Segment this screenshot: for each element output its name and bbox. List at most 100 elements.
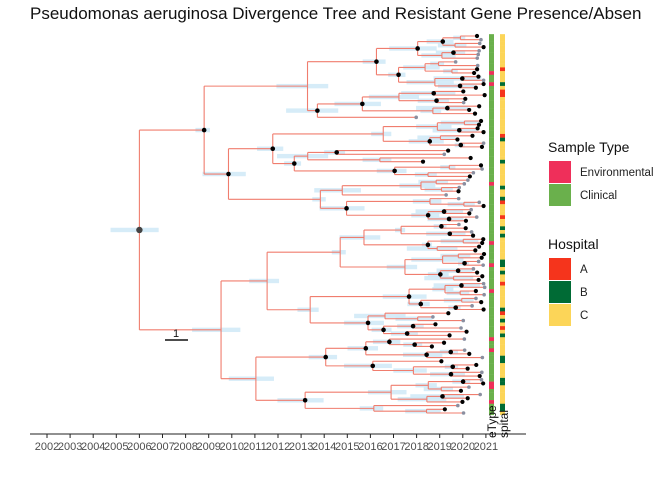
sample-type-cell <box>489 93 494 98</box>
internal-node <box>270 146 276 152</box>
tip-node <box>429 344 434 349</box>
hospital-cell <box>500 274 505 279</box>
tip-node <box>480 274 485 279</box>
tip-node <box>474 215 479 219</box>
tip-node <box>477 200 482 205</box>
sample-type-cell <box>489 200 494 205</box>
hospital-cell <box>500 159 505 164</box>
tip-node <box>461 100 466 105</box>
hospital-cell <box>500 189 505 194</box>
hospital-cell <box>500 119 505 124</box>
sample-type-cell <box>489 185 494 190</box>
tip-node <box>482 285 487 290</box>
hospital-cell <box>500 96 505 101</box>
tip-node <box>475 126 480 131</box>
internal-node <box>404 331 410 336</box>
sample-type-cell <box>489 344 494 349</box>
x-tick-label: 2020 <box>451 441 475 453</box>
internal-node <box>459 283 464 288</box>
hospital-cell <box>500 185 505 190</box>
legend-swatch <box>549 304 571 326</box>
internal-node <box>440 39 446 44</box>
hospital-cell <box>500 222 505 227</box>
sample-type-cell <box>489 318 494 323</box>
sample-type-cell <box>489 122 494 127</box>
tip-node <box>439 359 444 364</box>
internal-node <box>302 397 308 403</box>
sample-type-cell <box>489 307 494 312</box>
hospital-cell <box>500 226 505 231</box>
tip-node <box>470 233 476 238</box>
hospital-cell <box>500 141 505 146</box>
tip-node <box>479 37 483 42</box>
internal-node <box>448 349 454 355</box>
hospital-cell <box>500 45 505 50</box>
sample-type-cell <box>489 145 494 149</box>
internal-node <box>201 127 207 133</box>
tip-node <box>456 189 461 194</box>
sample-type-cell <box>489 211 494 216</box>
sample-type-cell <box>489 196 494 201</box>
sample-type-cell <box>489 385 494 390</box>
x-tick-label: 2003 <box>58 441 82 453</box>
legend-label: Clinical <box>580 190 617 202</box>
node-layer <box>136 33 487 415</box>
tip-node <box>479 377 484 382</box>
tip-node <box>482 292 486 297</box>
hospital-cell <box>500 89 505 94</box>
internal-node <box>344 206 349 211</box>
internal-node <box>453 305 459 310</box>
root-node <box>136 226 143 234</box>
tip-node <box>461 89 466 94</box>
sample-type-cell <box>489 85 494 90</box>
hospital-cell <box>500 411 505 416</box>
tip-node <box>475 67 480 72</box>
x-tick-label: 2014 <box>312 441 336 453</box>
hospital-cell <box>500 122 505 127</box>
tip-node <box>481 251 487 257</box>
sample-type-cell <box>489 63 494 68</box>
tip-node <box>469 230 474 234</box>
hospital-cell <box>500 400 505 404</box>
internal-node <box>315 108 320 113</box>
hospital-cell <box>500 396 505 401</box>
hospital-cell <box>500 230 505 234</box>
sample-type-cell <box>489 133 494 138</box>
tip-node <box>470 304 474 308</box>
tip-node <box>464 329 469 334</box>
hospital-cell <box>500 104 505 109</box>
hospital-cell <box>500 363 505 367</box>
sample-type-cell <box>489 377 494 382</box>
sample-type-cell <box>489 167 494 172</box>
tip-node <box>441 340 447 345</box>
internal-node <box>412 342 417 347</box>
hospital-cell <box>500 270 505 275</box>
tip-node <box>476 74 481 79</box>
scale-bar: 1 <box>165 328 188 341</box>
hospital-cell <box>500 196 505 201</box>
hospital-cell <box>500 392 505 397</box>
sample-type-cell <box>489 392 494 397</box>
hospital-cell <box>500 215 505 220</box>
tip-node <box>481 381 486 386</box>
tip-node <box>463 226 468 231</box>
hospital-cell <box>500 63 505 68</box>
legend-swatch <box>549 184 571 206</box>
tip-node <box>456 196 461 201</box>
tip-node <box>480 355 485 360</box>
hospital-cell <box>500 344 505 349</box>
tip-node <box>482 93 487 98</box>
tip-node <box>476 259 481 264</box>
x-tick-label: 2019 <box>427 441 451 453</box>
hospital-cell <box>500 130 505 135</box>
tip-node <box>480 370 484 375</box>
hospital-cell <box>500 167 505 172</box>
tip-node <box>446 148 451 153</box>
legend-swatch <box>549 161 571 183</box>
tip-node <box>467 107 472 113</box>
sample-type-cell <box>489 130 494 135</box>
tip-node <box>476 52 480 57</box>
tip-node <box>453 60 458 64</box>
tip-node <box>433 322 438 327</box>
tip-node <box>481 78 486 83</box>
